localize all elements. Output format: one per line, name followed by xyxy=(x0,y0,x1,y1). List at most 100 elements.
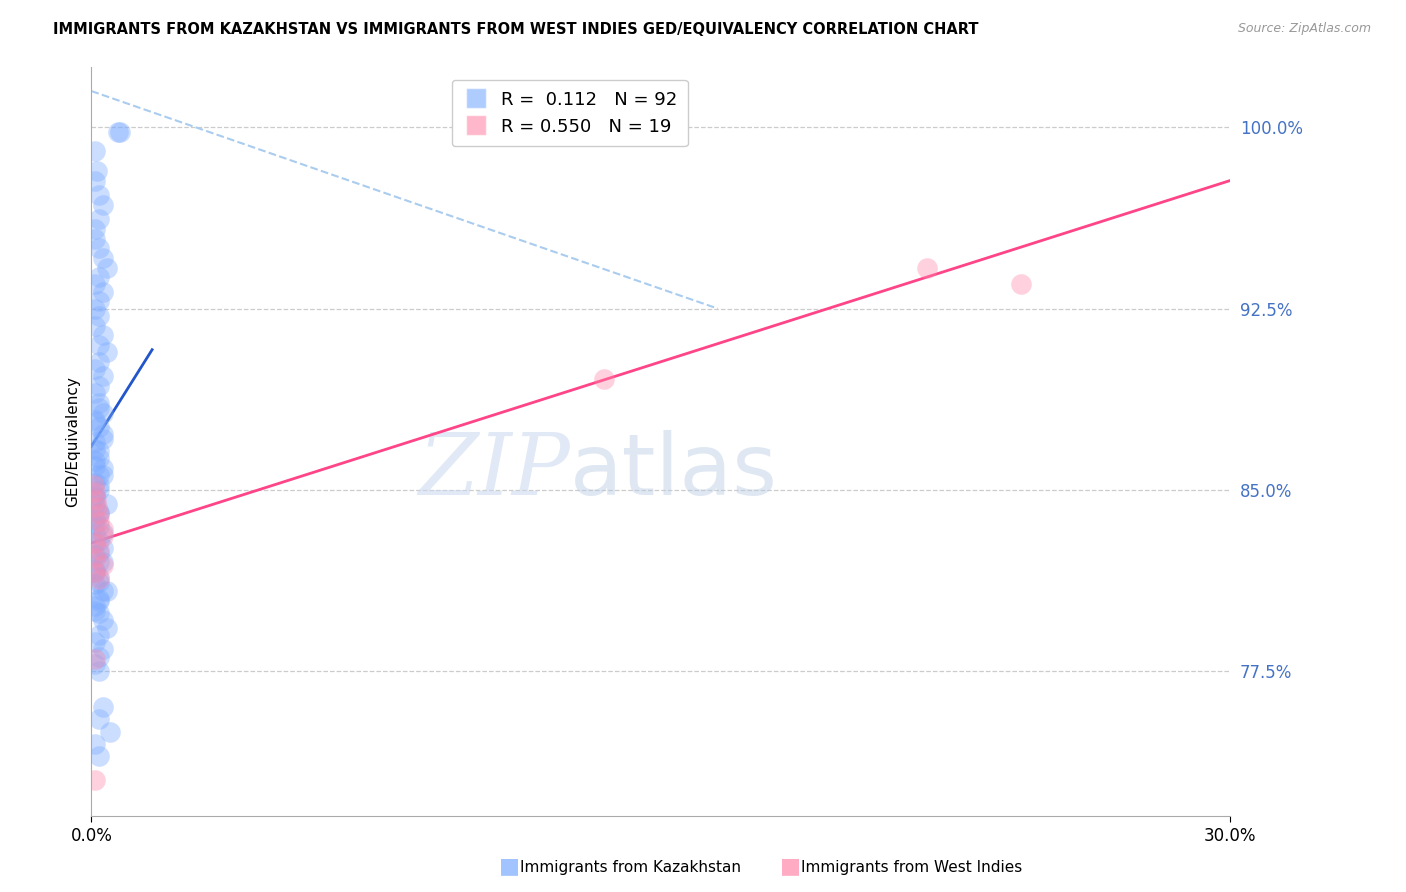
Point xyxy=(96,260,118,275)
Point xyxy=(87,270,110,285)
Point xyxy=(91,541,114,555)
Text: ■: ■ xyxy=(499,856,520,876)
Point xyxy=(91,285,114,299)
Point xyxy=(84,565,107,579)
Point xyxy=(593,372,616,386)
Point xyxy=(87,444,110,458)
Point xyxy=(91,461,114,475)
Point xyxy=(84,458,107,473)
Point xyxy=(84,386,107,401)
Point xyxy=(87,628,110,642)
Point xyxy=(84,490,107,504)
Point xyxy=(96,621,118,635)
Point xyxy=(87,188,110,202)
Point xyxy=(84,475,107,490)
Point xyxy=(87,451,110,466)
Point xyxy=(108,125,131,139)
Point xyxy=(87,379,110,393)
Point xyxy=(87,514,110,528)
Point xyxy=(91,555,114,569)
Point xyxy=(87,543,110,558)
Point xyxy=(84,492,107,507)
Point xyxy=(87,519,110,533)
Point xyxy=(84,222,107,236)
Point xyxy=(87,546,110,560)
Point xyxy=(87,533,110,548)
Point xyxy=(87,309,110,323)
Point xyxy=(91,529,114,543)
Point xyxy=(84,635,107,649)
Point xyxy=(84,657,107,671)
Text: ■: ■ xyxy=(780,856,801,876)
Point xyxy=(84,145,107,159)
Point xyxy=(84,454,107,468)
Point xyxy=(87,594,110,608)
Point xyxy=(84,604,107,618)
Point xyxy=(91,558,114,572)
Point xyxy=(84,318,107,333)
Point xyxy=(915,260,938,275)
Point xyxy=(84,301,107,316)
Point xyxy=(84,485,107,500)
Text: IMMIGRANTS FROM KAZAKHSTAN VS IMMIGRANTS FROM WEST INDIES GED/EQUIVALENCY CORREL: IMMIGRANTS FROM KAZAKHSTAN VS IMMIGRANTS… xyxy=(53,22,979,37)
Point xyxy=(98,724,121,739)
Point xyxy=(84,442,107,456)
Point xyxy=(84,512,107,526)
Point xyxy=(84,536,107,550)
Point xyxy=(87,591,110,606)
Legend: R =  0.112   N = 92, R = 0.550   N = 19: R = 0.112 N = 92, R = 0.550 N = 19 xyxy=(451,79,688,146)
Point xyxy=(87,241,110,255)
Point xyxy=(86,164,108,178)
Point xyxy=(84,516,107,531)
Point xyxy=(91,526,114,541)
Point xyxy=(87,555,110,569)
Point xyxy=(84,772,107,787)
Point xyxy=(87,505,110,519)
Point xyxy=(84,536,107,550)
Point xyxy=(91,614,114,628)
Y-axis label: GED/Equivalency: GED/Equivalency xyxy=(65,376,80,507)
Point xyxy=(84,413,107,427)
Point xyxy=(96,345,118,359)
Point xyxy=(87,507,110,521)
Point xyxy=(84,231,107,245)
Point xyxy=(87,212,110,227)
Point xyxy=(83,478,105,492)
Point xyxy=(87,572,110,586)
Point xyxy=(87,478,110,492)
Point xyxy=(84,434,107,449)
Point xyxy=(87,574,110,589)
Point xyxy=(87,294,110,309)
Point xyxy=(84,652,107,666)
Text: atlas: atlas xyxy=(569,430,778,513)
Point xyxy=(96,584,118,599)
Point xyxy=(84,415,107,429)
Point xyxy=(84,563,107,577)
Point xyxy=(87,420,110,434)
Point xyxy=(84,488,107,502)
Point xyxy=(84,173,107,187)
Point xyxy=(87,396,110,410)
Point xyxy=(84,565,107,579)
Point xyxy=(91,405,114,419)
Point xyxy=(87,748,110,763)
Point xyxy=(91,432,114,446)
Point xyxy=(84,550,107,565)
Point xyxy=(84,548,107,562)
Point xyxy=(84,362,107,376)
Point xyxy=(86,500,108,514)
Text: Immigrants from West Indies: Immigrants from West Indies xyxy=(801,861,1022,875)
Point xyxy=(91,468,114,483)
Text: Source: ZipAtlas.com: Source: ZipAtlas.com xyxy=(1237,22,1371,36)
Text: Immigrants from Kazakhstan: Immigrants from Kazakhstan xyxy=(520,861,741,875)
Point xyxy=(91,642,114,657)
Point xyxy=(84,737,107,751)
Point xyxy=(87,664,110,678)
Point xyxy=(91,197,114,211)
Point xyxy=(87,468,110,483)
Point xyxy=(84,497,107,511)
Point xyxy=(84,599,107,613)
Point xyxy=(96,497,118,511)
Point xyxy=(87,649,110,664)
Point xyxy=(87,507,110,521)
